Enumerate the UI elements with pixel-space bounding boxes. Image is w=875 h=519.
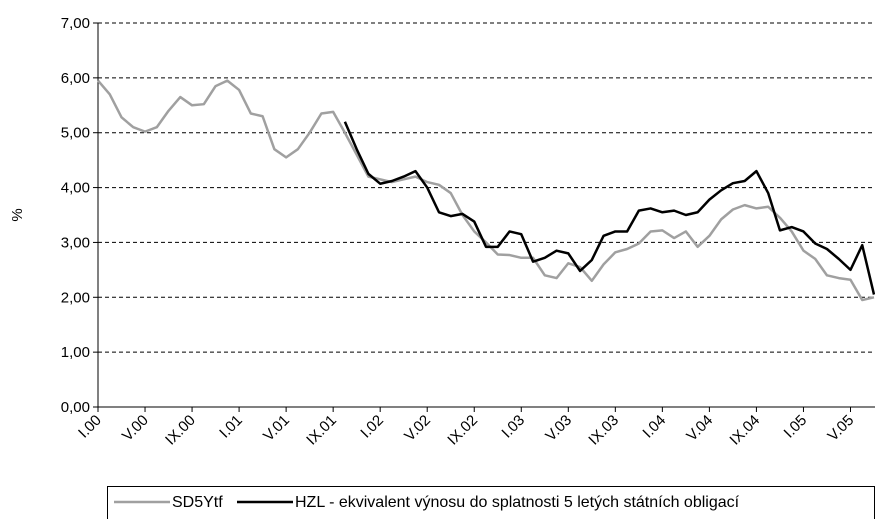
- y-tick-label: 1,00: [61, 344, 90, 361]
- y-tick-label: 4,00: [61, 180, 90, 197]
- legend-label: HZL - ekvivalent výnosu do splatnosti 5 …: [295, 494, 740, 511]
- series-line: [97, 79, 875, 302]
- x-tick-label: IX.02: [444, 412, 481, 449]
- x-tick-label: I.04: [639, 412, 669, 442]
- series-line: [343, 121, 875, 295]
- x-tick-label: I.05: [781, 412, 811, 442]
- y-tick-label: 0,00: [61, 399, 90, 416]
- x-tick-label: V.03: [542, 412, 575, 445]
- x-tick-label: V.01: [260, 412, 293, 445]
- x-tick-label: IX.03: [585, 412, 622, 449]
- x-tick-label: I.00: [75, 412, 105, 442]
- y-tick-label: 5,00: [61, 125, 90, 142]
- y-axis-label: %: [9, 208, 26, 221]
- x-tick-label: V.02: [401, 412, 434, 445]
- x-tick-label: V.04: [683, 412, 716, 445]
- x-tick-label: I.01: [216, 412, 246, 442]
- x-tick-label: IX.04: [726, 412, 763, 449]
- x-tick-label: IX.01: [303, 412, 340, 449]
- x-tick-label: IX.00: [162, 412, 199, 449]
- y-tick-label: 6,00: [61, 70, 90, 87]
- legend-box: [107, 486, 875, 519]
- y-tick-label: 7,00: [61, 15, 90, 32]
- y-tick-label: 2,00: [61, 289, 90, 306]
- x-tick-label: V.00: [119, 412, 152, 445]
- x-tick-label: I.02: [357, 412, 387, 442]
- legend-label: SD5Ytf: [172, 494, 223, 511]
- y-tick-label: 3,00: [61, 234, 90, 251]
- x-tick-label: V.05: [824, 412, 857, 445]
- x-tick-label: I.03: [498, 412, 528, 442]
